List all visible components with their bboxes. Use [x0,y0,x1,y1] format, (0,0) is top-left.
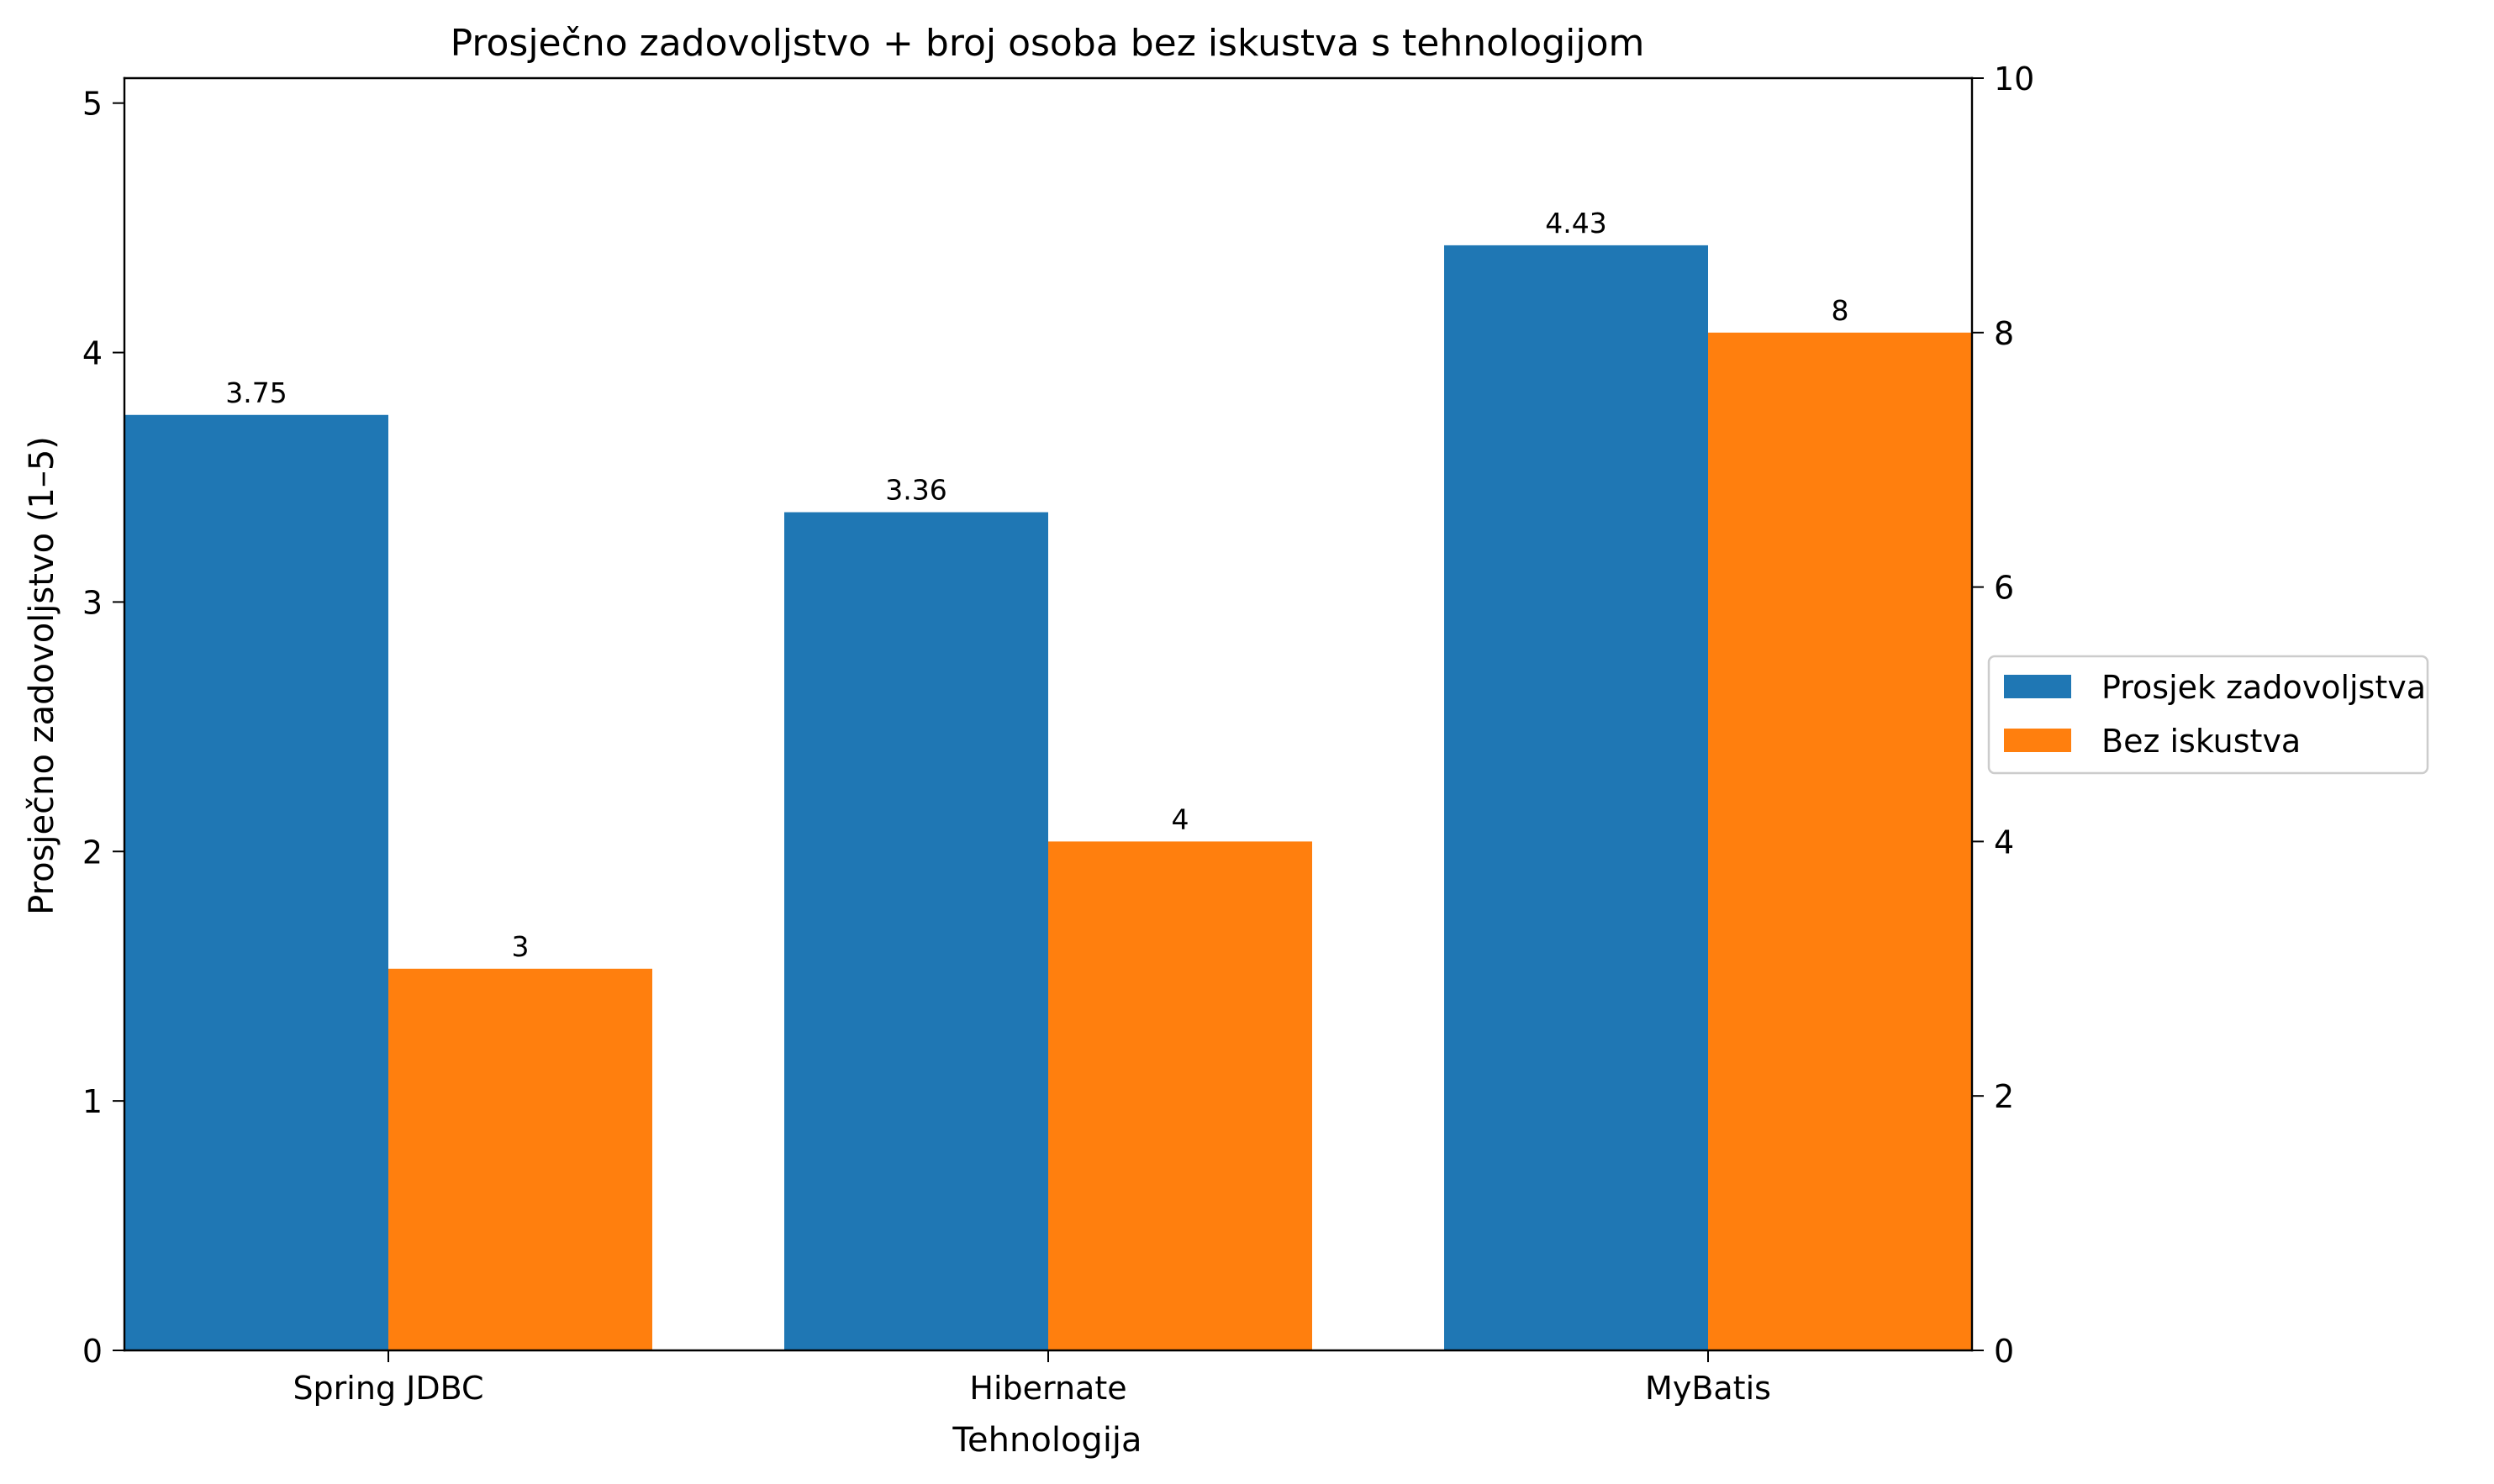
bar-no-experience-2 [1708,332,1972,1350]
y-tick-label: 2 [82,834,103,871]
bar-no-experience-0 [388,968,652,1350]
y2-tick-label: 0 [1994,1333,2014,1370]
legend-label: Prosjek zadovoljstva [2101,669,2426,706]
legend-label: Bez iskustva [2101,723,2301,760]
legend-swatch [2004,729,2071,752]
bar-label: 3 [512,930,530,963]
bar-satisfaction-2 [1444,245,1708,1350]
ticks-layer: 0 1 2 3 4 5 0 2 4 6 8 10 Spring JDBC Hibernate MyBatis [82,61,2035,1407]
y-tick-label: 5 [82,86,103,123]
y-tick-label: 0 [82,1333,103,1370]
y2-tick-label: 6 [1994,570,2014,607]
bar-no-experience-1 [1048,841,1312,1350]
x-tick-label: MyBatis [1645,1370,1771,1407]
legend: Prosjek zadovoljstva Bez iskustva [1987,655,2429,775]
y2-tick-label: 4 [1994,824,2014,860]
legend-box [1987,655,2429,775]
x-tick-label: Spring JDBC [293,1370,483,1407]
legend-swatch [2004,675,2071,698]
bar-satisfaction-0 [124,414,388,1351]
bars-layer [124,245,1972,1351]
y2-tick-label: 2 [1994,1078,2014,1115]
bar-label: 3.36 [885,474,946,507]
y-axis-label: Prosječno zadovoljstvo (1–5) [23,436,61,915]
y2-tick-label: 8 [1994,315,2014,352]
bar-label: 8 [1832,294,1849,327]
chart-title: Prosječno zadovoljstvo + broj osoba bez … [451,22,1645,65]
y-tick-label: 3 [82,584,103,621]
y-tick-label: 1 [82,1083,103,1120]
bar-satisfaction-1 [784,512,1048,1350]
bar-label: 4.43 [1545,207,1606,239]
bar-label: 3.75 [225,376,287,409]
x-tick-label: Hibernate [969,1370,1126,1407]
y2-tick-label: 10 [1994,61,2034,97]
y-tick-label: 4 [82,335,103,372]
bar-labels-layer: 3.75 3.36 4.43 3 4 8 [225,207,1848,963]
bar-label: 4 [1172,803,1189,835]
x-axis-label: Tehnologija [952,1421,1142,1460]
